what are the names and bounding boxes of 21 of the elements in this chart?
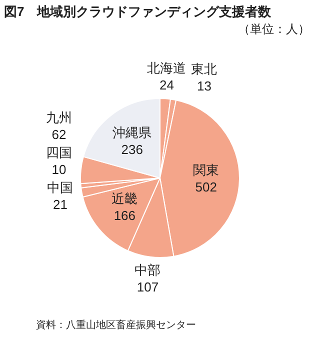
- chart-title: 図7 地域別クラウドファンディング支援者数: [3, 3, 272, 21]
- data-label: 107: [136, 279, 159, 294]
- slice-label: 中部: [134, 262, 161, 278]
- slice-label: 四国: [46, 145, 72, 160]
- text: 資料：八重山地区畜産振興センター: [35, 318, 197, 332]
- data-label: 24: [159, 77, 174, 92]
- slice-label: 中国: [47, 180, 74, 196]
- slice-label: 北海道: [147, 60, 186, 76]
- slice-label: 近畿: [112, 191, 138, 206]
- slice-label: 九州: [46, 110, 72, 126]
- data-label: 236: [121, 142, 143, 157]
- data-label: 502: [195, 179, 217, 194]
- slice-label: 東北: [191, 62, 218, 77]
- data-label: 13: [196, 78, 212, 94]
- data-label: 21: [52, 197, 68, 212]
- text: （単位：人）: [237, 21, 311, 38]
- data-label: 166: [114, 208, 136, 224]
- data-label: 62: [52, 127, 66, 142]
- slice-label: 沖縄県: [112, 124, 152, 140]
- data-label: 10: [52, 162, 66, 178]
- slice-label: 関東: [193, 162, 220, 178]
